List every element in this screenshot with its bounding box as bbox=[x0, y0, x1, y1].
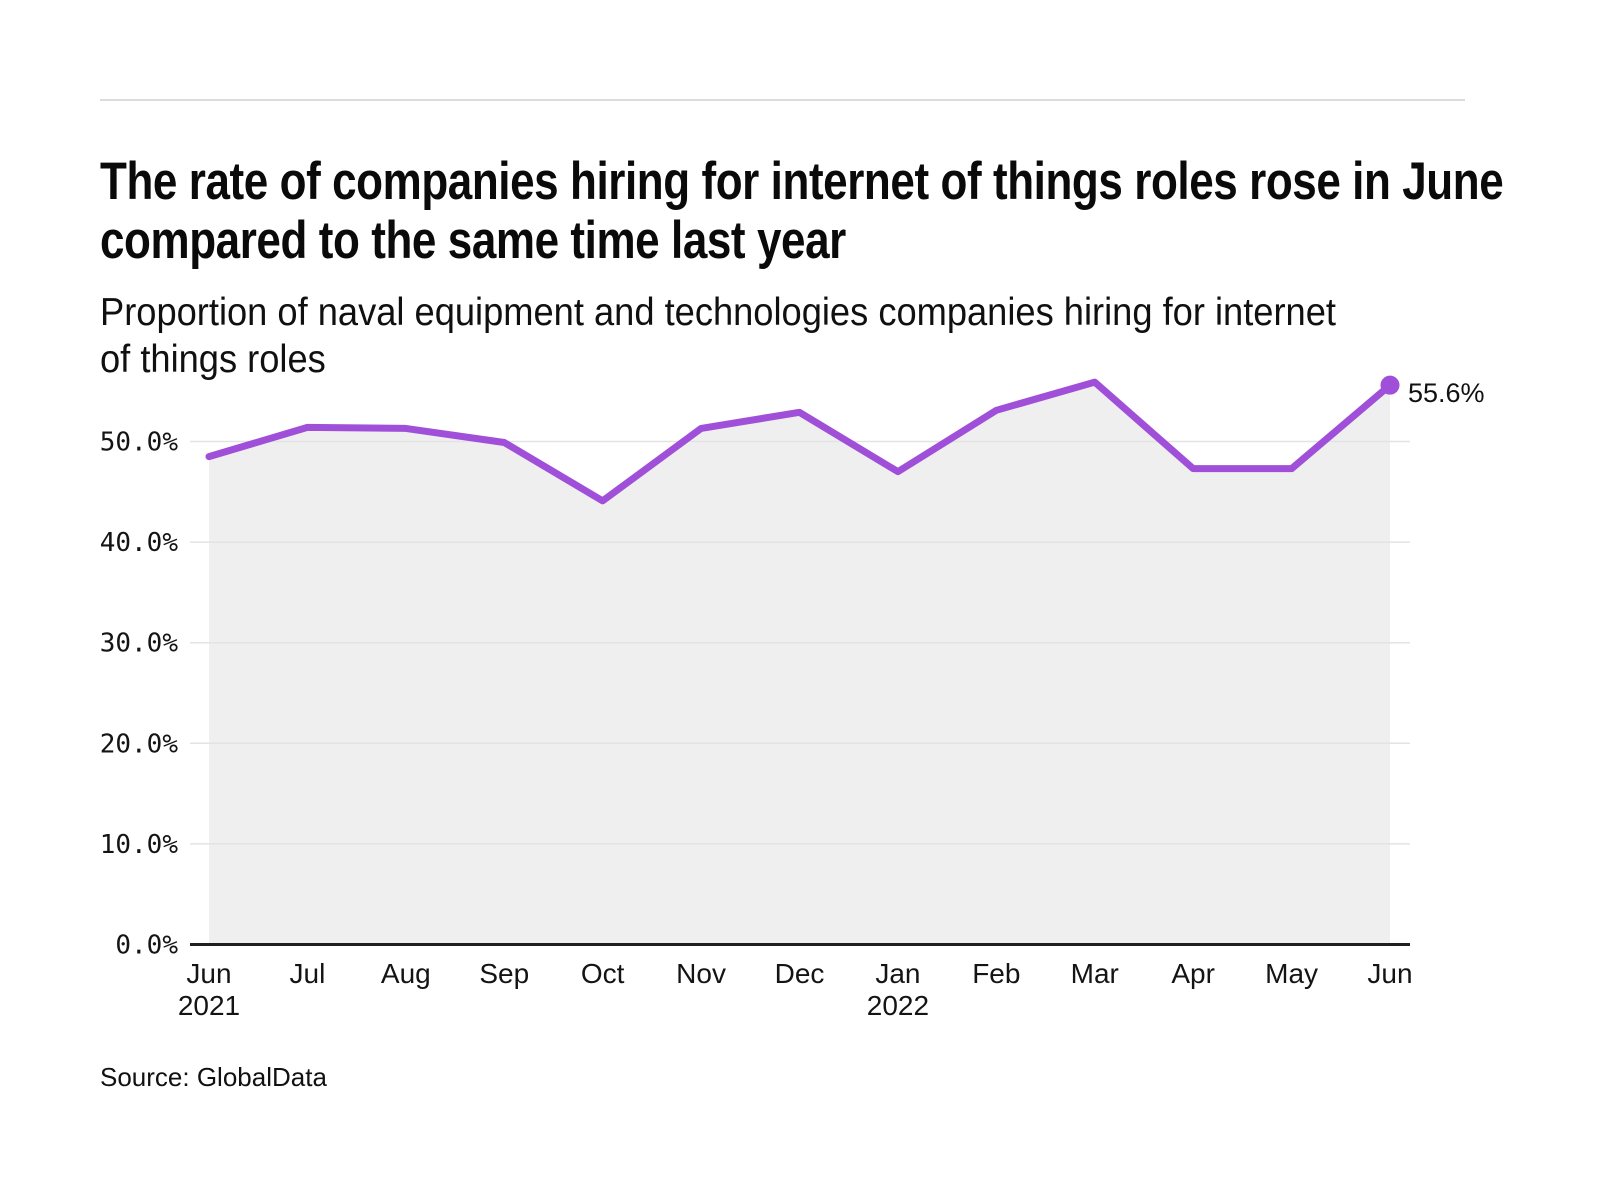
y-tick-label: 20.0% bbox=[100, 729, 179, 759]
y-tick-label: 50.0% bbox=[100, 428, 179, 458]
source-note: Source: GlobalData bbox=[100, 1062, 327, 1092]
x-tick-label: Jul bbox=[290, 958, 326, 989]
area-fill bbox=[209, 382, 1390, 945]
x-tick-label: Sep bbox=[479, 958, 529, 989]
x-tick-label: Dec bbox=[775, 958, 825, 989]
chart-title: The rate of companies hiring for interne… bbox=[100, 151, 1504, 270]
x-year-label: 2022 bbox=[867, 990, 929, 1021]
x-tick-label: Mar bbox=[1071, 958, 1119, 989]
x-tick-label: Aug bbox=[381, 958, 431, 989]
x-tick-label: Feb bbox=[972, 958, 1020, 989]
end-point-marker bbox=[1380, 375, 1400, 395]
x-tick-label: Jun bbox=[1367, 958, 1412, 989]
x-tick-label: Jan bbox=[875, 958, 920, 989]
x-tick-label: Oct bbox=[581, 958, 625, 989]
y-tick-label: 10.0% bbox=[100, 830, 179, 860]
y-tick-label: 40.0% bbox=[100, 528, 179, 558]
x-tick-label: Jun bbox=[186, 958, 231, 989]
y-tick-label: 0.0% bbox=[115, 931, 178, 961]
x-year-label: 2021 bbox=[178, 990, 240, 1021]
x-tick-label: May bbox=[1265, 958, 1318, 989]
x-tick-label: Apr bbox=[1171, 958, 1215, 989]
trend-line bbox=[205, 378, 1394, 505]
x-tick-label: Nov bbox=[676, 958, 726, 989]
end-value-label: 55.6% bbox=[1408, 378, 1485, 408]
chart-subtitle: Proportion of naval equipment and techno… bbox=[100, 291, 1336, 381]
top-divider-rule bbox=[100, 99, 1465, 101]
y-tick-label: 30.0% bbox=[100, 629, 179, 659]
